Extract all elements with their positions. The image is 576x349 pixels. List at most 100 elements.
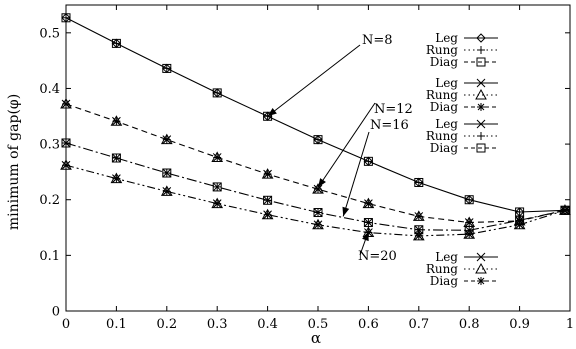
data-point-rung bbox=[414, 178, 423, 187]
data-point-diag bbox=[263, 170, 272, 179]
series-markers bbox=[60, 13, 571, 241]
legend-entry-marker bbox=[475, 88, 487, 100]
data-point-diag bbox=[560, 206, 569, 215]
arrow-shaft bbox=[317, 102, 376, 188]
data-point-diag bbox=[313, 135, 323, 145]
x-tick-label: 0.4 bbox=[257, 317, 278, 332]
legend-entry-marker bbox=[476, 78, 486, 88]
annotation-arrows bbox=[267, 44, 376, 256]
legend-entry-label: Leg bbox=[435, 250, 458, 264]
legend-entry-label: Leg bbox=[435, 76, 458, 90]
x-tick-label: 0.5 bbox=[308, 317, 329, 332]
legend-entry-label: Diag bbox=[430, 141, 459, 155]
data-point-rung bbox=[364, 157, 373, 166]
data-point-diag bbox=[263, 210, 272, 219]
legend-entry-label: Diag bbox=[430, 55, 459, 69]
legend-entry-label: Rung bbox=[426, 43, 458, 57]
data-point-diag bbox=[162, 63, 172, 73]
data-point-rung bbox=[62, 13, 70, 22]
arrow-n16 bbox=[342, 131, 370, 217]
data-point-diag bbox=[314, 220, 322, 229]
arrow-n12 bbox=[317, 102, 376, 188]
data-point-rung bbox=[213, 182, 222, 191]
arrow-head bbox=[362, 231, 369, 242]
data-point-diag bbox=[213, 153, 222, 162]
data-point-rung bbox=[62, 138, 70, 147]
axes bbox=[65, 4, 571, 312]
legend-entry-marker bbox=[477, 277, 485, 285]
legend-entry-marker bbox=[477, 132, 485, 140]
legend-group-name: N=20 bbox=[358, 249, 397, 264]
legend-entry-label: Diag bbox=[430, 274, 459, 288]
data-point-diag bbox=[263, 111, 273, 121]
data-point-diag bbox=[465, 230, 474, 239]
data-point-diag bbox=[465, 218, 474, 227]
data-point-diag bbox=[61, 13, 71, 23]
arrow-n8 bbox=[267, 44, 361, 117]
legend-entry-marker bbox=[475, 262, 487, 274]
plot-frame bbox=[65, 4, 571, 312]
data-point-diag bbox=[313, 208, 323, 218]
legend-group-name: N=16 bbox=[370, 118, 409, 133]
legend-entry-label: Rung bbox=[426, 262, 458, 276]
x-tick-label: 0.3 bbox=[207, 317, 228, 332]
x-ticks: 0 0.1 0.2 0.3 0.4 0.5 0.6 0.7 0.8 0.9 1 bbox=[62, 5, 574, 332]
data-point-diag bbox=[212, 88, 222, 98]
legend-entry-label: Leg bbox=[435, 117, 458, 131]
data-point-diag bbox=[62, 161, 70, 170]
data-point-rung bbox=[263, 196, 272, 205]
data-point-rung bbox=[112, 39, 121, 48]
legend-entry-marker bbox=[476, 252, 486, 262]
data-point-diag bbox=[112, 117, 121, 126]
x-tick-label: 0.8 bbox=[459, 317, 480, 332]
series-lines bbox=[65, 17, 566, 237]
y-tick-label: 0 bbox=[52, 305, 60, 320]
data-point-rung bbox=[364, 218, 373, 227]
x-tick-label: 1 bbox=[566, 317, 574, 332]
arrow-head bbox=[267, 108, 277, 117]
y-tick-label: 0.2 bbox=[39, 193, 60, 208]
legend-group-name: N=8 bbox=[362, 33, 393, 48]
legend-entry-marker bbox=[476, 33, 486, 43]
legend-group-name: N=12 bbox=[374, 102, 413, 117]
y-axis-label: minimum of gap(φ) bbox=[6, 94, 22, 230]
data-point-diag bbox=[464, 195, 474, 205]
data-point-diag bbox=[162, 168, 172, 178]
data-point-rung bbox=[162, 169, 171, 178]
y-tick-label: 0.4 bbox=[39, 82, 60, 97]
data-point-diag bbox=[363, 156, 373, 166]
data-point-rung bbox=[112, 154, 121, 162]
legend-entry-label: Rung bbox=[426, 129, 458, 143]
arrow-n20 bbox=[359, 231, 369, 256]
legend-entry-label: Leg bbox=[435, 31, 458, 45]
data-point-diag bbox=[263, 195, 273, 205]
legend-entry-marker bbox=[477, 103, 485, 111]
data-point-rung bbox=[263, 112, 272, 121]
series-line-n8 bbox=[65, 17, 566, 213]
data-point-diag bbox=[414, 177, 424, 187]
x-tick-label: 0.7 bbox=[408, 317, 429, 332]
data-point-diag bbox=[414, 212, 423, 221]
data-point-rung bbox=[515, 207, 524, 216]
legend-entry-marker bbox=[476, 57, 486, 67]
y-ticks: 0 0.1 0.2 0.3 0.4 0.5 bbox=[39, 26, 570, 320]
x-tick-label: 0 bbox=[62, 317, 70, 332]
data-point-rung bbox=[465, 195, 474, 204]
data-point-diag bbox=[515, 220, 524, 229]
data-point-diag bbox=[111, 153, 121, 163]
data-point-diag bbox=[62, 100, 70, 109]
legend-entry-marker bbox=[476, 143, 486, 153]
data-point-diag bbox=[162, 135, 171, 144]
data-point-diag bbox=[414, 231, 423, 240]
x-tick-label: 0.1 bbox=[106, 317, 127, 332]
data-point-diag bbox=[364, 199, 373, 208]
x-tick-label: 0.9 bbox=[509, 317, 530, 332]
data-point-rung bbox=[314, 135, 322, 144]
arrow-head bbox=[318, 178, 326, 188]
data-point-rung bbox=[314, 208, 322, 217]
series-line-n20 bbox=[65, 164, 566, 237]
data-point-diag bbox=[61, 138, 71, 148]
